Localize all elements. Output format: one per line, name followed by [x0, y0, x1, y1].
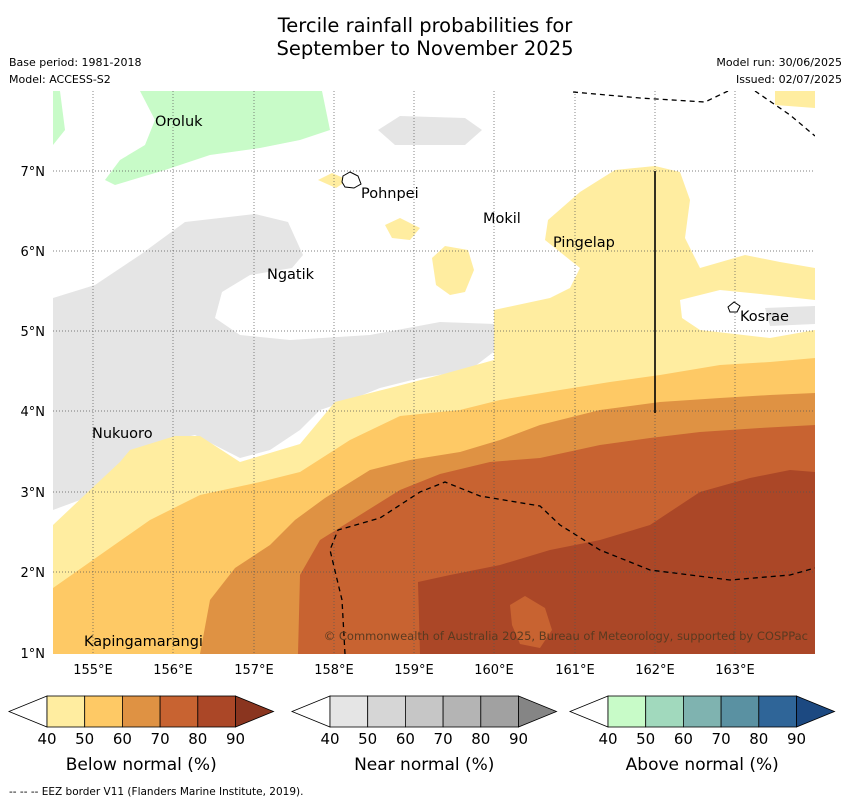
place-kapingamarangi: Kapingamarangi — [84, 634, 203, 650]
lat-labels: 7°N 6°N 5°N 4°N 3°N 2°N 1°N — [21, 165, 46, 662]
colorbar-tick: 40 — [37, 730, 57, 748]
colorbar-label: Near normal (%) — [354, 755, 495, 775]
lat-label: 1°N — [21, 647, 46, 662]
colorbar-swatch — [367, 695, 406, 728]
lon-label: 162°E — [635, 663, 675, 678]
lat-label: 2°N — [21, 566, 46, 581]
kosrae-island — [727, 301, 741, 313]
lon-label: 161°E — [555, 663, 595, 678]
issued-date: Issued: 02/07/2025 — [735, 73, 842, 86]
lon-label: 156°E — [153, 663, 193, 678]
colorbar-swatch — [480, 695, 519, 728]
place-oroluk: Oroluk — [155, 114, 203, 130]
lon-label: 155°E — [73, 663, 113, 678]
colorbar-swatch — [46, 695, 86, 728]
lon-label: 159°E — [394, 663, 434, 678]
lat-label: 3°N — [21, 486, 46, 501]
colorbar-tick: 90 — [225, 730, 246, 748]
colorbar-tick: 40 — [598, 730, 618, 748]
colorbar-tick: 90 — [786, 730, 807, 748]
colorbar-tick: 70 — [433, 730, 453, 748]
colorbar-tick: 80 — [188, 730, 208, 748]
colorbar-min-arrow — [290, 695, 331, 728]
eez-footnote: -- -- -- EEZ border V11 (Flanders Marine… — [9, 786, 304, 798]
colorbar-tick: 60 — [112, 730, 132, 748]
colorbar-tick: 80 — [471, 730, 491, 748]
title-line-2: September to November 2025 — [276, 37, 574, 60]
lat-label: 5°N — [21, 325, 46, 340]
lon-labels: 155°E 156°E 157°E 158°E 159°E 160°E 161°… — [73, 663, 755, 678]
lon-label: 163°E — [715, 663, 755, 678]
lat-label: 7°N — [21, 165, 46, 180]
model-name: Model: ACCESS-S2 — [9, 73, 111, 86]
colorbar-swatch — [720, 695, 760, 728]
colorbar-tick: 50 — [75, 730, 95, 748]
colorbar-swatch — [84, 695, 123, 728]
meta-right: Model run: 30/06/2025 Issued: 02/07/2025 — [716, 54, 842, 88]
colorbar-tick: 60 — [673, 730, 693, 748]
pohnpei-island — [341, 171, 362, 189]
place-mokil: Mokil — [483, 211, 521, 227]
title-line-1: Tercile rainfall probabilities for — [277, 14, 573, 37]
colorbar-tick: 70 — [150, 730, 170, 748]
colorbar-swatch — [442, 695, 482, 728]
colorbar-swatch — [404, 695, 444, 728]
place-pingelap: Pingelap — [553, 235, 615, 251]
colorbar-swatch — [159, 695, 199, 728]
colorbar-swatch — [607, 695, 647, 728]
colorbar-min-arrow — [568, 695, 609, 728]
lat-label: 6°N — [21, 245, 46, 260]
lon-label: 160°E — [474, 663, 514, 678]
colorbar-min-arrow — [7, 695, 48, 728]
colorbar-tick: 70 — [711, 730, 731, 748]
lon-label: 157°E — [234, 663, 274, 678]
colorbar-tick: 50 — [636, 730, 656, 748]
eez-border — [329, 91, 815, 654]
colorbar-swatch — [645, 695, 684, 728]
colorbar-swatch — [758, 695, 797, 728]
near-normal-region — [53, 214, 496, 510]
place-pohnpei: Pohnpei — [361, 186, 419, 202]
colorbar-swatch — [329, 695, 369, 728]
place-ngatik: Ngatik — [267, 267, 315, 283]
colorbar-tick: 60 — [395, 730, 415, 748]
place-kosrae: Kosrae — [740, 309, 789, 325]
colorbar-swatch — [683, 695, 722, 728]
colorbar-max-arrow — [518, 695, 558, 728]
graticule — [53, 91, 815, 654]
base-period: Base period: 1981-2018 — [9, 56, 142, 69]
colorbar-max-arrow — [235, 695, 275, 728]
colorbar-tick: 50 — [358, 730, 378, 748]
colorbar-label: Above normal (%) — [625, 755, 779, 775]
copyright-text: © Commonwealth of Australia 2025, Bureau… — [324, 629, 808, 643]
colorbar-label: Below normal (%) — [65, 755, 217, 775]
colorbar-swatch — [122, 695, 161, 728]
colorbars — [7, 695, 836, 728]
model-run: Model run: 30/06/2025 — [716, 56, 842, 69]
meta-left: Base period: 1981-2018 Model: ACCESS-S2 — [9, 54, 141, 88]
place-nukuoro: Nukuoro — [92, 426, 153, 442]
chart-title: Tercile rainfall probabilities for Septe… — [0, 14, 850, 60]
lon-label: 158°E — [314, 663, 354, 678]
lat-label: 4°N — [21, 405, 46, 420]
colorbar-max-arrow — [796, 695, 836, 728]
colorbar-tick: 80 — [749, 730, 769, 748]
place-labels: Oroluk Pohnpei Mokil Pingelap Ngatik Kos… — [84, 114, 789, 650]
colorbar-tick: 40 — [320, 730, 340, 748]
colorbar-swatch — [197, 695, 236, 728]
above-normal-region — [53, 91, 330, 185]
map-fill — [53, 91, 815, 654]
colorbar-tick: 90 — [508, 730, 529, 748]
